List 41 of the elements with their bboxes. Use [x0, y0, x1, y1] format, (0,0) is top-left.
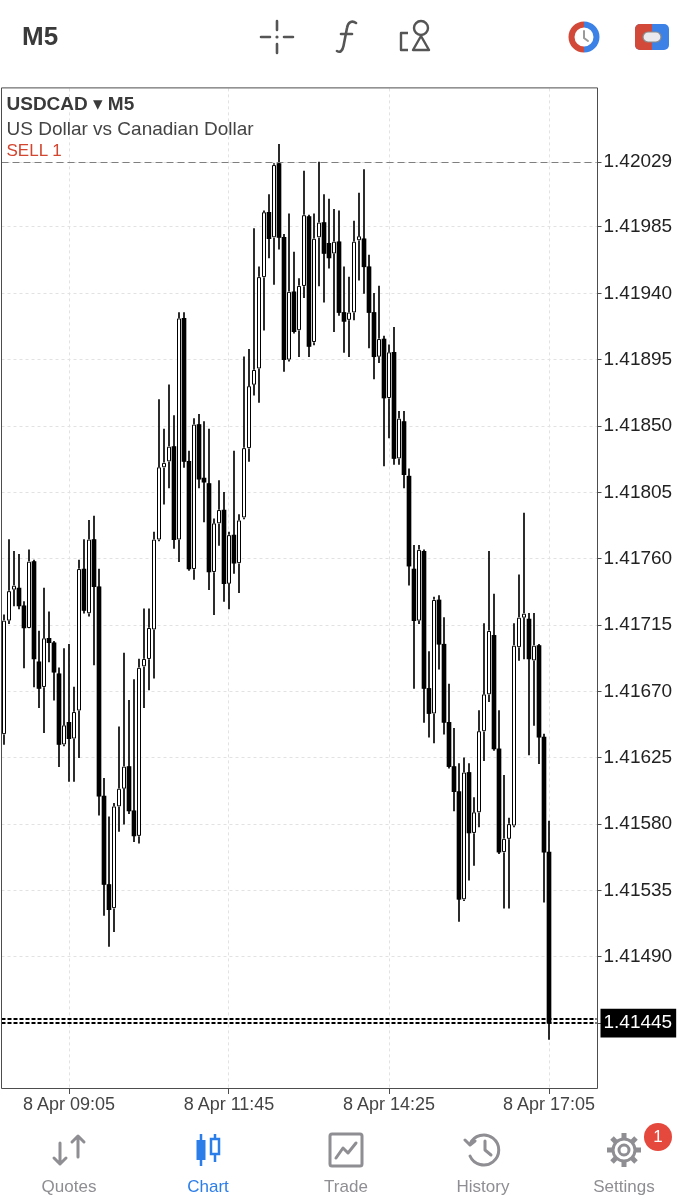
x-tick-label: 8 Apr 09:05	[22, 1093, 116, 1114]
x-tick-label: 8 Apr 14:25	[342, 1093, 436, 1114]
y-tick-label: 1.41760	[603, 546, 673, 568]
y-tick-label: 1.42029	[603, 150, 673, 172]
x-tick-label: 8 Apr 11:45	[183, 1093, 275, 1114]
y-tick-label: 1.41715	[603, 613, 673, 635]
candlestick	[356, 192, 362, 281]
text: Chart	[186, 1176, 230, 1198]
candlestick	[376, 285, 382, 363]
y-tick-label: 1.41580	[603, 812, 673, 834]
y-tick-label: 1.41670	[603, 679, 673, 701]
candlestick	[251, 228, 257, 396]
y-tick-label: 1.41490	[603, 945, 673, 967]
candlestick	[141, 608, 147, 708]
text: Quotes	[40, 1176, 98, 1198]
y-tick-label: 1.41625	[603, 745, 673, 767]
y-tick-label: 1.41940	[603, 281, 673, 303]
y-tick-label: 1.41850	[603, 414, 673, 436]
candlestick	[316, 161, 322, 287]
text: US Dollar vs Canadian Dollar	[6, 117, 255, 139]
text: Settings	[592, 1176, 656, 1198]
candlestick	[331, 208, 337, 332]
y-tick-label: 1.41985	[603, 215, 673, 237]
candlestick	[201, 421, 207, 523]
candlestick	[121, 652, 127, 825]
y-tick-label: 1.41805	[603, 480, 673, 502]
candlestick	[11, 551, 17, 607]
candlestick	[521, 512, 527, 660]
text: History	[455, 1176, 511, 1198]
chart-title: USDCAD ▾ M5	[6, 92, 135, 114]
text: Trade	[323, 1176, 369, 1198]
y-tick-label: 1.41895	[603, 347, 673, 369]
ref-line-label: SELL 1	[6, 141, 62, 161]
x-tick-label: 8 Apr 17:05	[502, 1093, 596, 1114]
candlestick	[326, 198, 332, 269]
candlestick	[61, 648, 67, 747]
y-tick-label: 1.41445	[603, 1011, 673, 1033]
text: 1	[652, 1127, 664, 1147]
candlestick	[66, 643, 72, 782]
y-tick-label: 1.41535	[603, 878, 673, 900]
text: M5	[22, 21, 59, 51]
